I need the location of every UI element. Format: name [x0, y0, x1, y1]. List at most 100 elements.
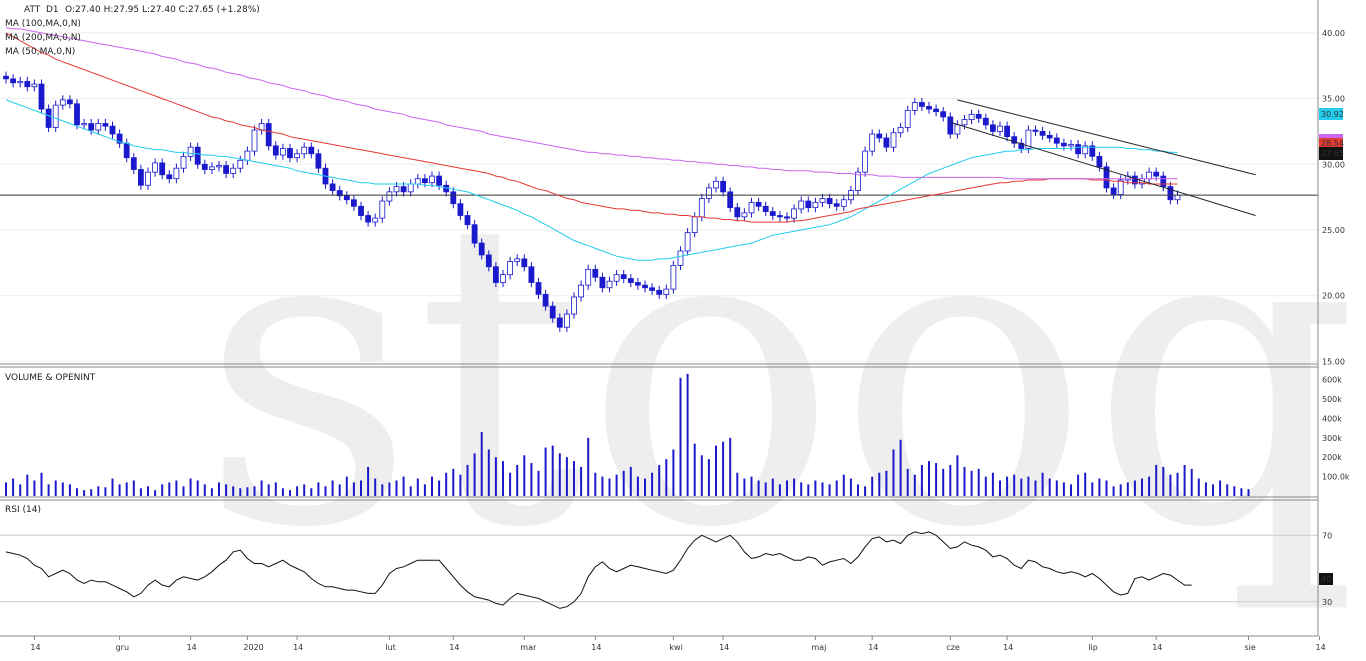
candle[interactable] [585, 264, 592, 290]
candle[interactable] [684, 227, 691, 256]
candle[interactable] [429, 171, 435, 188]
candle[interactable] [798, 196, 805, 214]
candle[interactable] [663, 284, 670, 299]
candle[interactable] [1103, 162, 1110, 193]
candle[interactable] [535, 277, 542, 299]
candle[interactable] [67, 95, 73, 109]
candle[interactable] [578, 280, 584, 302]
candle[interactable] [223, 160, 230, 179]
candle[interactable] [982, 113, 989, 130]
candle[interactable] [31, 79, 38, 92]
candle[interactable] [592, 264, 599, 282]
candle[interactable] [301, 142, 308, 159]
candle[interactable] [145, 167, 151, 190]
candle[interactable] [116, 129, 123, 148]
candle[interactable] [919, 97, 925, 112]
candle[interactable] [720, 176, 726, 197]
candle[interactable] [88, 118, 95, 135]
candle[interactable] [897, 122, 904, 138]
candle[interactable] [52, 100, 59, 133]
candle[interactable] [24, 76, 31, 92]
candle[interactable] [883, 133, 890, 152]
candle[interactable] [649, 283, 655, 296]
candle[interactable] [372, 213, 379, 227]
candle[interactable] [358, 201, 364, 221]
candle[interactable] [911, 97, 918, 115]
candle[interactable] [642, 280, 648, 293]
candle[interactable] [123, 138, 130, 163]
candle[interactable] [294, 149, 301, 163]
candle[interactable] [904, 105, 911, 133]
candle[interactable] [528, 262, 535, 288]
candle[interactable] [840, 195, 847, 211]
candle[interactable] [95, 118, 102, 135]
candle[interactable] [514, 254, 521, 267]
candle[interactable] [769, 206, 776, 221]
channel-upper-line[interactable] [957, 99, 1256, 176]
candle[interactable] [152, 158, 159, 177]
candle[interactable] [599, 272, 606, 293]
candle[interactable] [1053, 133, 1060, 148]
candle[interactable] [109, 121, 116, 139]
candle[interactable] [713, 176, 719, 193]
candle[interactable] [336, 185, 343, 201]
candle[interactable] [457, 199, 464, 221]
candle[interactable] [833, 199, 840, 211]
candle[interactable] [251, 125, 258, 156]
candle[interactable] [471, 220, 478, 248]
candle[interactable] [890, 128, 897, 152]
candle[interactable] [627, 273, 634, 288]
candle[interactable] [287, 143, 293, 163]
candle[interactable] [507, 256, 514, 280]
candle[interactable] [826, 193, 833, 209]
candle[interactable] [1167, 182, 1174, 205]
candle[interactable] [571, 292, 577, 319]
candle[interactable] [159, 158, 166, 180]
candle[interactable] [933, 104, 939, 117]
candle[interactable] [10, 74, 17, 88]
candle[interactable] [777, 210, 783, 222]
candle[interactable] [38, 79, 45, 114]
candle[interactable] [762, 201, 769, 217]
candle[interactable] [208, 162, 215, 175]
candle[interactable] [17, 76, 24, 88]
candle[interactable] [485, 250, 492, 272]
candle[interactable] [81, 118, 87, 130]
candle[interactable] [187, 142, 194, 161]
candle[interactable] [1004, 121, 1010, 142]
candle[interactable] [613, 270, 620, 286]
candle[interactable] [194, 142, 201, 169]
candle[interactable] [272, 141, 279, 160]
candle[interactable] [1089, 141, 1096, 161]
candle[interactable] [869, 129, 876, 156]
candle[interactable] [926, 101, 932, 114]
candle[interactable] [791, 204, 797, 223]
candle[interactable] [1011, 132, 1018, 148]
candle[interactable] [1025, 125, 1032, 154]
candle[interactable] [386, 187, 393, 206]
candle[interactable] [968, 109, 975, 125]
candle[interactable] [1160, 171, 1167, 192]
candle[interactable] [1018, 138, 1025, 154]
ma50-legend[interactable]: MA (50,MA,0,N) [5, 47, 75, 57]
candle[interactable] [173, 163, 180, 184]
candle[interactable] [940, 107, 947, 122]
candle[interactable] [478, 238, 485, 260]
candle[interactable] [755, 197, 762, 211]
rsi-panel[interactable] [5, 531, 1192, 609]
candle[interactable] [606, 276, 613, 293]
candle[interactable] [670, 260, 677, 294]
candle[interactable] [564, 309, 570, 332]
candle[interactable] [876, 129, 883, 143]
candle[interactable] [308, 142, 315, 159]
candle[interactable] [1039, 126, 1046, 140]
candle[interactable] [620, 270, 627, 284]
candle[interactable] [727, 187, 734, 213]
candle[interactable] [1082, 141, 1089, 159]
candle[interactable] [230, 163, 237, 179]
candle[interactable] [137, 164, 144, 190]
candle[interactable] [805, 196, 812, 213]
candle[interactable] [130, 153, 137, 175]
candle[interactable] [947, 112, 954, 139]
